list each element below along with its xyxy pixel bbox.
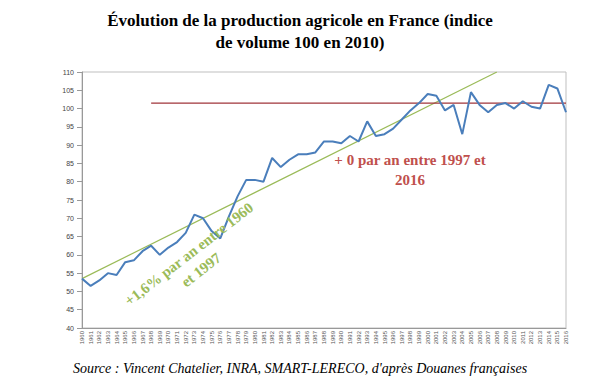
svg-text:1990: 1990 (338, 330, 344, 344)
svg-text:1967: 1967 (140, 330, 146, 344)
svg-text:Évolution de la production agr: Évolution de la production agricole en F… (107, 11, 493, 30)
svg-text:1989: 1989 (330, 330, 336, 344)
svg-text:1991: 1991 (347, 330, 353, 344)
svg-text:de volume 100 en 2010): de volume 100 en 2010) (215, 33, 384, 52)
svg-text:1969: 1969 (157, 330, 163, 344)
svg-text:1964: 1964 (114, 330, 120, 344)
svg-text:1965: 1965 (122, 330, 128, 344)
svg-text:1983: 1983 (278, 330, 284, 344)
svg-text:2013: 2013 (537, 330, 543, 344)
svg-text:2008: 2008 (494, 330, 500, 344)
svg-text:1980: 1980 (252, 330, 258, 344)
svg-text:2010: 2010 (511, 330, 517, 344)
svg-text:+ 0 par an entre 1997 et: + 0 par an entre 1997 et (334, 152, 485, 168)
svg-text:1997: 1997 (399, 330, 405, 344)
svg-text:1966: 1966 (131, 330, 137, 344)
svg-text:105: 105 (62, 87, 74, 94)
svg-text:1992: 1992 (356, 330, 362, 344)
svg-text:+1,6% par an entre 1960: +1,6% par an entre 1960 (121, 199, 256, 309)
svg-text:1979: 1979 (243, 330, 249, 344)
svg-text:1987: 1987 (312, 330, 318, 344)
svg-text:1960: 1960 (79, 330, 85, 344)
svg-text:40: 40 (66, 325, 74, 332)
svg-text:et 1997: et 1997 (178, 249, 224, 290)
svg-text:1970: 1970 (165, 330, 171, 344)
svg-text:2000: 2000 (425, 330, 431, 344)
svg-text:1994: 1994 (373, 330, 379, 344)
svg-text:1974: 1974 (200, 330, 206, 344)
svg-text:100: 100 (62, 105, 74, 112)
svg-text:65: 65 (66, 233, 74, 240)
svg-text:2011: 2011 (520, 330, 526, 344)
svg-text:50: 50 (66, 288, 74, 295)
svg-text:1977: 1977 (226, 330, 232, 344)
svg-text:2014: 2014 (546, 330, 552, 344)
svg-text:2012: 2012 (528, 330, 534, 344)
svg-text:1993: 1993 (364, 330, 370, 344)
svg-text:85: 85 (66, 160, 74, 167)
svg-text:2006: 2006 (477, 330, 483, 344)
svg-text:2002: 2002 (442, 330, 448, 344)
svg-text:2016: 2016 (395, 172, 426, 188)
svg-text:1981: 1981 (261, 330, 267, 344)
svg-text:1988: 1988 (321, 330, 327, 344)
svg-text:1999: 1999 (416, 330, 422, 344)
svg-text:1971: 1971 (174, 330, 180, 344)
svg-text:60: 60 (66, 251, 74, 258)
svg-text:80: 80 (66, 178, 74, 185)
svg-text:2003: 2003 (451, 330, 457, 344)
svg-text:45: 45 (66, 306, 74, 313)
svg-text:1998: 1998 (407, 330, 413, 344)
svg-text:1986: 1986 (304, 330, 310, 344)
svg-text:75: 75 (66, 197, 74, 204)
svg-text:2016: 2016 (563, 330, 569, 344)
svg-text:1975: 1975 (209, 330, 215, 344)
svg-text:1978: 1978 (235, 330, 241, 344)
svg-text:1995: 1995 (382, 330, 388, 344)
svg-text:55: 55 (66, 270, 74, 277)
svg-text:70: 70 (66, 215, 74, 222)
svg-text:2001: 2001 (433, 330, 439, 344)
svg-text:95: 95 (66, 123, 74, 130)
svg-text:2005: 2005 (468, 330, 474, 344)
svg-text:1982: 1982 (269, 330, 275, 344)
svg-text:2007: 2007 (485, 330, 491, 344)
svg-text:1996: 1996 (390, 330, 396, 344)
svg-text:1963: 1963 (105, 330, 111, 344)
svg-text:1972: 1972 (183, 330, 189, 344)
svg-text:110: 110 (63, 69, 74, 76)
svg-text:1961: 1961 (88, 330, 94, 344)
svg-text:2004: 2004 (459, 330, 465, 344)
svg-text:1976: 1976 (217, 330, 223, 344)
svg-text:2015: 2015 (554, 330, 560, 344)
svg-text:1985: 1985 (295, 330, 301, 344)
svg-text:1984: 1984 (286, 330, 292, 344)
svg-text:90: 90 (66, 142, 74, 149)
svg-text:2009: 2009 (503, 330, 509, 344)
svg-text:1968: 1968 (148, 330, 154, 344)
svg-text:1962: 1962 (96, 330, 102, 344)
svg-text:Source : Vincent Chatelier, IN: Source : Vincent Chatelier, INRA, SMART-… (73, 361, 528, 376)
svg-text:1973: 1973 (191, 330, 197, 344)
